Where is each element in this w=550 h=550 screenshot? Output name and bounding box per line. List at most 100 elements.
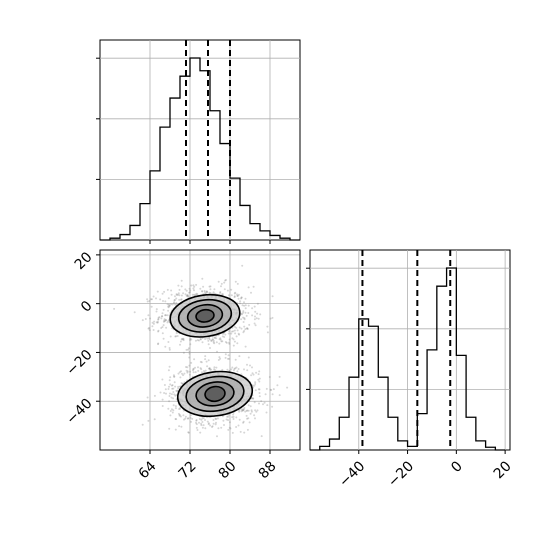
- scatter-point: [246, 369, 249, 372]
- scatter-point: [168, 303, 170, 306]
- scatter-point: [156, 290, 159, 293]
- scatter-point: [265, 387, 268, 390]
- scatter-point: [233, 325, 236, 328]
- scatter-point: [178, 288, 181, 291]
- scatter-point: [221, 293, 224, 296]
- scatter-point: [222, 419, 225, 422]
- scatter-point: [210, 339, 213, 342]
- scatter-point: [163, 392, 166, 394]
- scatter-point: [229, 427, 232, 430]
- scatter-point: [164, 300, 167, 303]
- scatter-point: [200, 422, 203, 425]
- scatter-point: [176, 389, 179, 392]
- scatter-point: [230, 368, 233, 371]
- contour-line: [185, 375, 245, 413]
- contour-line: [176, 370, 254, 418]
- scatter-point: [195, 292, 198, 295]
- scatter-point: [148, 300, 151, 302]
- scatter-point: [173, 375, 176, 378]
- x-tick-label: 88: [256, 458, 280, 482]
- scatter-point: [214, 417, 217, 420]
- scatter-point: [253, 401, 256, 404]
- scatter-point: [226, 368, 229, 371]
- scatter-point: [219, 338, 222, 341]
- scatter-point: [194, 339, 197, 342]
- scatter-point: [179, 376, 182, 379]
- scatter-point: [202, 424, 205, 427]
- scatter-point: [172, 374, 175, 377]
- scatter-point: [224, 333, 227, 336]
- scatter-point: [174, 385, 177, 388]
- scatter-point: [163, 290, 166, 293]
- scatter-point: [227, 428, 230, 431]
- scatter-point: [244, 304, 247, 307]
- scatter-point: [243, 301, 245, 304]
- scatter-point: [234, 358, 237, 361]
- panel-joint: 64 72 80 88 20 0 −20 −40: [63, 249, 301, 482]
- scatter-point: [186, 370, 189, 373]
- scatter-point: [224, 341, 227, 343]
- scatter-point: [167, 306, 170, 309]
- scatter-point: [243, 368, 245, 371]
- scatter-point: [153, 320, 156, 323]
- scatter-point: [155, 310, 158, 313]
- scatter-point: [233, 292, 236, 295]
- scatter-point: [177, 385, 180, 388]
- scatter-point: [155, 321, 158, 324]
- scatter-point: [243, 408, 246, 411]
- scatter-point: [206, 420, 209, 423]
- scatter-point: [178, 414, 181, 417]
- scatter-point: [254, 310, 257, 313]
- scatter-point: [207, 339, 210, 342]
- scatter-point: [249, 364, 251, 367]
- scatter-point: [174, 405, 177, 408]
- density-level: [196, 309, 214, 323]
- scatter-point: [182, 414, 185, 417]
- scatter-point: [255, 317, 258, 320]
- scatter-point: [168, 305, 171, 307]
- scatter-point: [237, 368, 240, 370]
- scatter-point: [179, 407, 182, 410]
- scatter-point: [232, 338, 235, 341]
- scatter-point: [186, 293, 189, 296]
- scatter-point: [175, 389, 178, 392]
- scatter-point: [188, 352, 191, 355]
- scatter-point: [215, 421, 217, 424]
- scatter-point: [226, 415, 229, 418]
- scatter-point: [174, 407, 177, 410]
- scatter-point: [151, 325, 154, 328]
- scatter-point: [194, 371, 197, 374]
- scatter-point: [189, 414, 192, 417]
- scatter-point: [250, 409, 253, 412]
- scatter-point: [212, 341, 215, 344]
- scatter-point: [163, 318, 166, 321]
- scatter-point: [192, 287, 195, 290]
- scatter-point: [232, 418, 235, 420]
- scatter-point: [170, 396, 173, 399]
- scatter-point: [255, 371, 258, 374]
- scatter-point: [232, 344, 235, 347]
- scatter-point: [171, 411, 174, 414]
- scatter-point: [186, 295, 189, 297]
- scatter-point: [177, 387, 180, 390]
- scatter-point: [168, 400, 171, 403]
- scatter-point: [218, 342, 221, 345]
- scatter-point: [244, 328, 247, 331]
- scatter-point: [161, 405, 164, 407]
- scatter-point: [271, 393, 274, 396]
- scatter-point: [174, 428, 177, 431]
- scatter-point: [245, 409, 248, 412]
- scatter-point: [185, 366, 187, 368]
- scatter-point: [236, 342, 239, 345]
- scatter-point: [236, 294, 239, 297]
- scatter-point: [188, 364, 191, 367]
- scatter-point: [165, 326, 168, 329]
- scatter-point: [241, 409, 244, 412]
- scatter-point: [188, 287, 191, 290]
- scatter-point: [174, 303, 177, 306]
- scatter-point: [258, 370, 261, 373]
- scatter-point: [200, 418, 203, 421]
- scatter-point: [246, 327, 249, 330]
- scatter-point: [176, 335, 179, 337]
- scatter-point: [232, 413, 235, 416]
